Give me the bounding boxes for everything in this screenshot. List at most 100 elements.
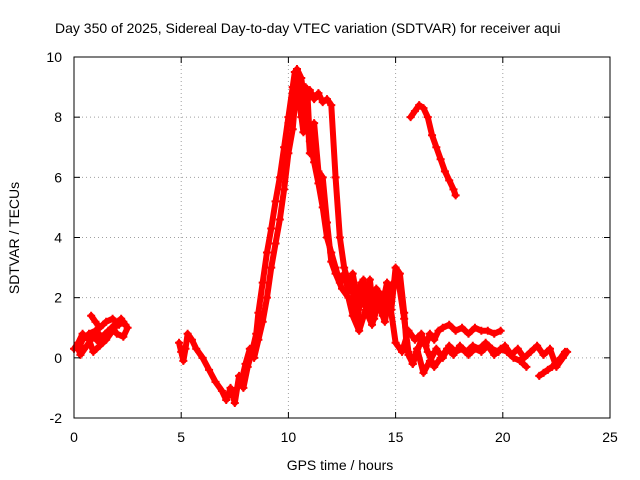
data-point [548,362,557,371]
data-point [74,344,83,353]
data-point [464,329,473,338]
data-point [494,347,503,356]
data-point [95,323,104,332]
y-tick-label: 10 [46,49,62,65]
data-point [322,95,331,104]
data-point [434,326,443,335]
data-point [258,317,267,326]
data-point [455,341,464,350]
data-point [318,173,327,182]
data-point [288,125,297,134]
data-point [535,371,544,380]
data-point [211,377,220,386]
data-point [217,386,226,395]
data-point [515,356,524,365]
data-point [187,335,196,344]
data-point [539,350,548,359]
data-point [470,323,479,332]
data-point [318,98,327,107]
data-point [271,197,280,206]
data-point [410,107,419,116]
data-point [419,104,428,113]
data-point [556,353,565,362]
data-point [462,347,471,356]
data-point [533,341,542,350]
data-point [284,119,293,128]
data-point [267,224,276,233]
data-point [490,329,499,338]
data-point [305,149,314,158]
data-point [391,263,400,272]
data-point [226,383,235,392]
data-point [222,395,231,404]
data-point [400,314,409,323]
data-point [108,314,117,323]
data-point [119,332,128,341]
data-point [108,323,117,332]
y-tick-label: 4 [54,230,62,246]
data-point [348,269,357,278]
data-point [85,329,94,338]
x-tick-label: 25 [602,429,618,445]
data-point [205,365,214,374]
x-tick-label: 0 [70,429,78,445]
data-point [380,317,389,326]
data-point [297,74,306,83]
data-point [310,95,319,104]
data-point [327,101,336,110]
data-point [314,89,323,98]
data-point [192,344,201,353]
data-point [445,320,454,329]
data-point [425,329,434,338]
data-point [483,326,492,335]
data-point [267,263,276,272]
series-layer [70,65,572,407]
data-point [378,311,387,320]
data-point [230,398,239,407]
data-point [292,65,301,74]
data-point [340,263,349,272]
data-point [183,329,192,338]
data-point [355,326,364,335]
data-point [327,257,336,266]
data-point [179,356,188,365]
series-line [238,78,530,385]
data-point [513,344,522,353]
data-point [393,272,402,281]
data-point [481,338,490,347]
data-point [545,344,554,353]
satellite-track-1 [70,311,132,359]
data-point [436,353,445,362]
data-point [520,353,529,362]
satellite-track-4 [284,65,572,371]
data-point [387,281,396,290]
data-point [432,143,441,152]
data-point [262,293,271,302]
data-point [413,344,422,353]
data-point [415,101,424,110]
data-point [560,347,569,356]
data-point [335,233,344,242]
data-point [310,119,319,128]
data-point [288,89,297,98]
data-point [175,338,184,347]
data-point [250,353,259,362]
y-tick-label: -2 [50,410,63,426]
data-point [458,323,467,332]
data-point [410,335,419,344]
data-point [428,131,437,140]
data-point [181,344,190,353]
data-point [468,341,477,350]
data-point [440,167,449,176]
data-point [443,344,452,353]
data-point [475,344,484,353]
x-tick-label: 20 [495,429,511,445]
data-point [488,344,497,353]
data-point [368,320,377,329]
data-point [82,341,91,350]
data-point [115,320,124,329]
data-point [87,311,96,320]
data-point [275,215,284,224]
data-point [198,353,207,362]
y-tick-label: 2 [54,290,62,306]
